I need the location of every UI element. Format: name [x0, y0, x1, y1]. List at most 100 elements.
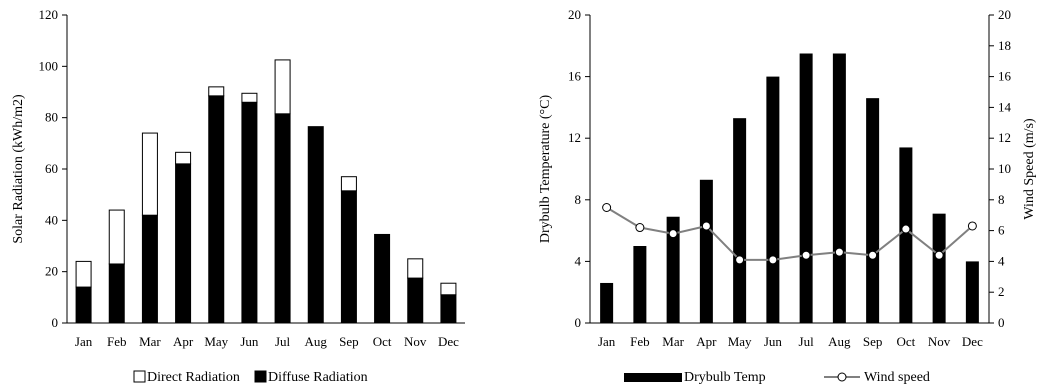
bar-drybulb-jul	[799, 53, 813, 323]
bar-diffuse-mar	[141, 214, 158, 324]
x-tick-label: May	[204, 334, 228, 349]
chart1-bars	[75, 59, 457, 324]
legend-drybulb-swatch	[624, 373, 682, 382]
wind-point-may	[735, 255, 745, 265]
chart2-left-ticks: 0 4 8 12 16 20	[568, 7, 590, 330]
x-tick-label: Apr	[173, 334, 194, 349]
x-tick-label: Jan	[598, 334, 616, 349]
chart2-legend: Drybulb Temp Wind speed	[624, 370, 930, 385]
x-tick-label: Apr	[696, 334, 717, 349]
y2-tick-label: 6	[998, 223, 1005, 238]
bar-direct-sep	[340, 176, 357, 192]
bar-drybulb-jan	[600, 282, 614, 323]
x-tick-label: Feb	[107, 334, 127, 349]
x-tick-label: Nov	[928, 334, 951, 349]
y-tick-label: 8	[575, 192, 582, 207]
y-tick-label: 40	[45, 212, 58, 227]
y-tick-label: 12	[568, 130, 581, 145]
temperature-wind-chart: 0 4 8 12 16 20 0 2 4 6 8 10 12 14 16 18 20 Jan Feb Mar Apr…	[538, 7, 1037, 385]
y2-tick-label: 4	[998, 253, 1005, 268]
wind-point-oct	[901, 224, 911, 234]
wind-point-apr	[701, 221, 711, 231]
bar-direct-jul	[274, 59, 291, 115]
chart1-y-axis-title: Solar Radiation (kWh/m2)	[11, 94, 26, 244]
bar-drybulb-dec	[965, 261, 979, 323]
y2-tick-label: 14	[998, 99, 1012, 114]
bar-direct-jan	[75, 260, 92, 288]
bar-direct-jun	[241, 92, 258, 103]
bar-direct-apr	[175, 151, 192, 165]
legend-wind-marker	[837, 372, 847, 382]
wind-point-aug	[834, 247, 844, 257]
bar-diffuse-sep	[340, 190, 357, 324]
x-tick-label: Oct	[896, 334, 915, 349]
chart1-y-ticks: 0 20 40 60 80 100 120	[39, 7, 67, 330]
y-tick-label: 80	[45, 110, 58, 125]
x-tick-label: Jun	[240, 334, 259, 349]
legend-wind-label: Wind speed	[864, 370, 930, 385]
bar-drybulb-oct	[899, 147, 913, 323]
legend-direct-swatch	[133, 370, 146, 383]
chart1-legend: Direct Radiation Diffuse Radiation	[133, 370, 368, 385]
bar-drybulb-mar	[666, 216, 680, 323]
x-tick-label: Aug	[305, 334, 328, 349]
bar-diffuse-feb	[108, 263, 125, 324]
wind-point-dec	[967, 221, 977, 231]
bar-drybulb-nov	[932, 213, 946, 323]
bar-drybulb-sep	[866, 98, 880, 323]
chart2-y2-axis-title: Wind Speed (m/s)	[1022, 118, 1037, 220]
bar-direct-feb	[108, 209, 125, 265]
bar-diffuse-jul	[274, 113, 291, 324]
bar-diffuse-nov	[407, 277, 424, 324]
bar-direct-nov	[407, 258, 424, 279]
x-tick-label: Sep	[863, 334, 883, 349]
bar-diffuse-jan	[75, 286, 92, 324]
wind-point-jul	[801, 250, 811, 260]
bar-drybulb-jun	[766, 76, 780, 323]
bar-direct-mar	[141, 132, 158, 216]
bar-diffuse-dec	[440, 294, 457, 324]
x-tick-label: Nov	[404, 334, 427, 349]
y-tick-label: 0	[575, 315, 582, 330]
bar-drybulb-may	[733, 118, 747, 324]
x-tick-label: Oct	[373, 334, 392, 349]
legend-diffuse-swatch	[254, 370, 267, 383]
chart2-bars	[600, 53, 979, 324]
bar-direct-may	[208, 86, 225, 97]
wind-point-sep	[868, 250, 878, 260]
solar-radiation-chart: 0 20 40 60 80 100 120 Jan Feb Mar Apr May Jun Jul Aug…	[11, 7, 465, 385]
y2-tick-label: 18	[998, 38, 1011, 53]
y-tick-label: 4	[575, 253, 582, 268]
bar-diffuse-aug	[307, 126, 324, 324]
bar-drybulb-feb	[633, 246, 647, 323]
chart1-x-ticks: Jan Feb Mar Apr May Jun Jul Aug Sep Oct Nov Dec	[75, 334, 459, 349]
chart2-y-axis-title: Drybulb Temperature (°C)	[538, 95, 553, 244]
wind-speed-line	[606, 206, 974, 261]
legend-direct-label: Direct Radiation	[147, 370, 240, 385]
x-tick-label: Jul	[799, 334, 815, 349]
wind-point-mar	[668, 229, 678, 239]
bar-diffuse-oct	[374, 233, 391, 324]
bar-direct-dec	[440, 282, 457, 296]
x-tick-label: Jul	[275, 334, 291, 349]
y2-tick-label: 16	[998, 69, 1012, 84]
y-tick-label: 20	[568, 7, 581, 22]
bar-diffuse-may	[208, 95, 225, 324]
chart2-right-ticks: 0 2 4 6 8 10 12 14 16 18 20	[989, 7, 1012, 330]
x-tick-label: Dec	[962, 334, 983, 349]
y2-tick-label: 12	[998, 130, 1011, 145]
wind-point-feb	[635, 223, 645, 233]
x-tick-label: Dec	[438, 334, 459, 349]
y-tick-label: 100	[39, 58, 59, 73]
y-tick-label: 120	[39, 7, 59, 22]
x-tick-label: Sep	[339, 334, 359, 349]
wind-point-jun	[768, 255, 778, 265]
y-tick-label: 16	[568, 69, 582, 84]
bar-drybulb-apr	[699, 179, 713, 323]
bar-diffuse-jun	[241, 101, 258, 324]
y2-tick-label: 8	[998, 192, 1005, 207]
x-tick-label: Mar	[662, 334, 684, 349]
chart2-wind-line	[602, 203, 977, 265]
y-tick-label: 20	[45, 264, 58, 279]
x-tick-label: May	[728, 334, 752, 349]
